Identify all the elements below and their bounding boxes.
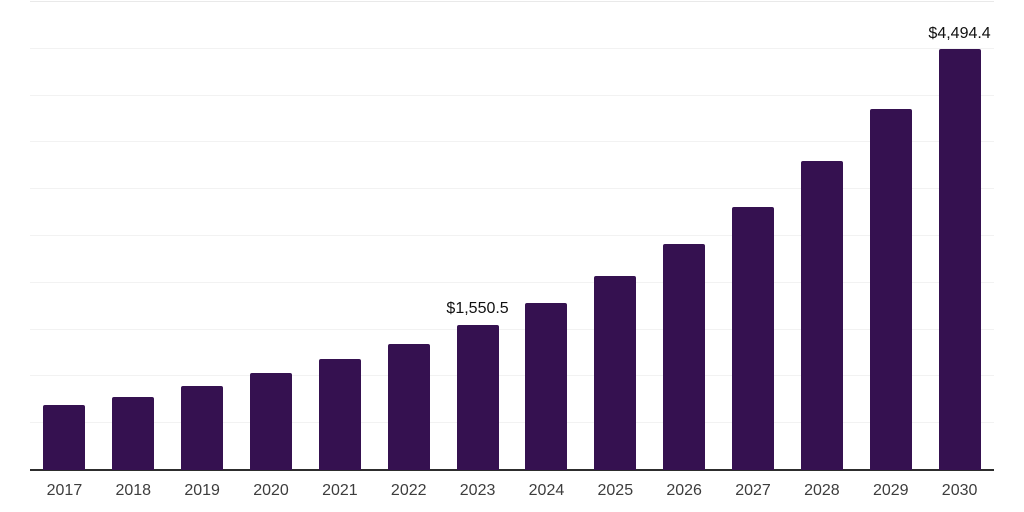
bar-2030 [938, 49, 981, 470]
gridline-5000 [30, 1, 994, 2]
bar-2025 [594, 276, 637, 470]
gridline-500 [30, 422, 994, 424]
data-label-2030: $4,494.4 [928, 24, 991, 42]
x-tick-2022: 2022 [390, 482, 427, 499]
x-tick-2026: 2026 [666, 482, 702, 499]
x-tick-2020: 2020 [253, 482, 289, 499]
bar-2019 [181, 385, 224, 470]
x-tick-2024: 2024 [528, 482, 565, 499]
gridline-3000 [30, 188, 994, 190]
bar-2028 [800, 160, 843, 470]
bar-2024 [525, 302, 568, 470]
bar-2023 [456, 324, 499, 470]
x-axis-tick-labels: 2017 2018 2019 2020 2021 2022 2023 2024 2025 2026… [30, 481, 994, 500]
gridline-4000 [30, 94, 994, 96]
x-tick-2021: 2021 [322, 482, 358, 499]
x-axis-line [30, 469, 994, 471]
x-tick-2029: 2029 [872, 482, 909, 499]
gridline-4500 [30, 47, 994, 49]
bar-2022 [387, 344, 430, 470]
x-tick-2017: 2017 [46, 482, 83, 499]
x-tick-2025: 2025 [597, 482, 634, 499]
bar-2018 [112, 396, 155, 470]
x-tick-2023: 2023 [459, 482, 496, 499]
plot-area: $1,550.5 $4,494.4 [30, 1, 994, 471]
bar-2020 [250, 372, 292, 470]
gridline-2500 [30, 235, 994, 236]
x-tick-2019: 2019 [184, 482, 220, 499]
gridline-3500 [30, 141, 994, 143]
bar-2026 [663, 244, 706, 470]
x-tick-2030: 2030 [941, 482, 978, 499]
gridline-2000 [30, 281, 994, 283]
gridline-1500 [30, 328, 994, 330]
bar-2027 [732, 206, 774, 470]
x-tick-2028: 2028 [804, 482, 840, 499]
bar-2029 [869, 109, 912, 470]
x-tick-2027: 2027 [735, 482, 771, 499]
gridline-1000 [30, 375, 994, 377]
data-label-2023: $1,550.5 [446, 300, 509, 318]
x-tick-2018: 2018 [115, 482, 152, 499]
bar-2021 [318, 359, 361, 470]
bar-2017 [43, 404, 86, 470]
